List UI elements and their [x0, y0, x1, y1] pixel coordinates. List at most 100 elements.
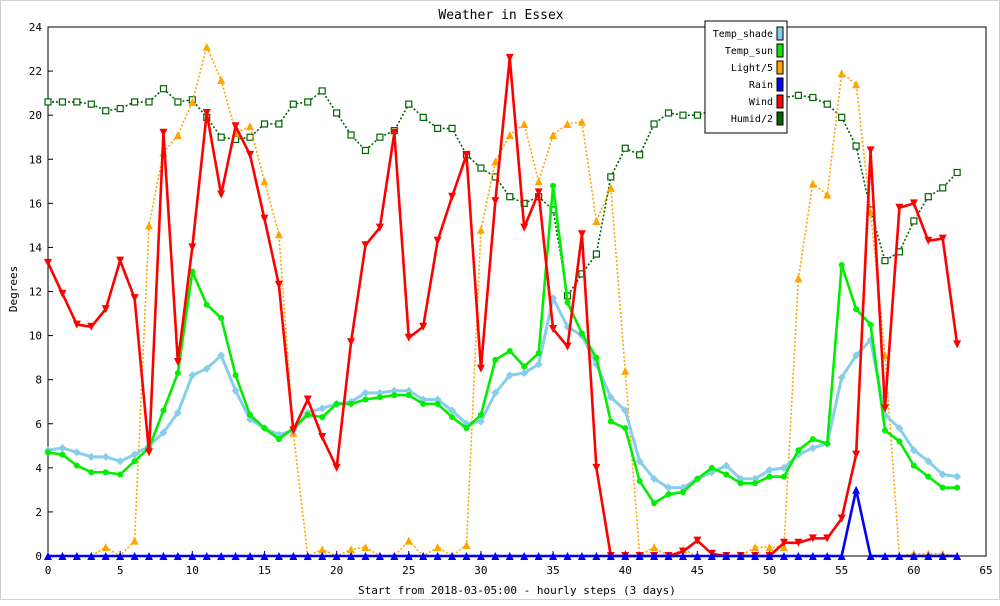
data-point-wind — [924, 236, 933, 245]
series-rain — [44, 485, 962, 560]
data-point-light-5 — [145, 221, 154, 230]
data-point-light-5 — [765, 543, 774, 552]
data-point-wind — [72, 320, 81, 329]
data-point-rain — [549, 552, 558, 560]
legend-swatch — [776, 77, 784, 92]
data-point-temp-shade — [159, 428, 168, 437]
data-point-light-5 — [173, 131, 182, 140]
data-point-rain — [880, 552, 889, 560]
data-point-wind — [375, 223, 384, 232]
data-point-temp-shade — [361, 388, 370, 397]
data-point-humid-2 — [852, 142, 860, 150]
data-point-temp-sun — [593, 354, 600, 361]
data-point-rain — [534, 552, 543, 560]
data-point-humid-2 — [102, 107, 110, 115]
chart-title: Weather in Essex — [438, 8, 563, 23]
data-point-rain — [173, 552, 182, 560]
x-tick-label: 60 — [907, 564, 920, 577]
legend-label: Light/5 — [731, 63, 773, 74]
data-point-light-5 — [823, 190, 832, 199]
data-point-light-5 — [621, 366, 630, 375]
data-point-wind — [779, 538, 788, 547]
data-point-rain — [404, 552, 413, 560]
data-point-temp-sun — [102, 469, 109, 476]
data-point-rain — [217, 552, 226, 560]
data-point-wind — [332, 463, 341, 472]
data-point-rain — [606, 552, 615, 560]
data-point-wind — [173, 358, 182, 367]
data-point-temp-shade — [895, 424, 904, 433]
y-axis-label: Degrees — [7, 266, 20, 312]
data-point-temp-shade — [448, 406, 457, 415]
data-point-wind — [217, 190, 226, 199]
data-point-rain — [924, 552, 933, 560]
data-point-temp-sun — [679, 489, 686, 496]
data-point-rain — [260, 552, 269, 560]
data-point-wind — [476, 364, 485, 373]
data-point-rain — [231, 552, 240, 560]
data-point-wind — [852, 450, 861, 459]
data-point-rain — [520, 552, 529, 560]
data-point-wind — [693, 536, 702, 545]
data-point-temp-sun — [203, 301, 210, 308]
x-tick-label: 30 — [474, 564, 487, 577]
data-point-temp-shade — [534, 360, 543, 369]
data-point-rain — [505, 552, 514, 560]
data-point-light-5 — [101, 543, 110, 552]
data-point-light-5 — [563, 119, 572, 128]
data-point-humid-2 — [174, 98, 182, 106]
data-point-temp-shade — [664, 483, 673, 492]
data-point-rain — [751, 552, 760, 560]
data-point-light-5 — [188, 97, 197, 106]
y-tick-label: 6 — [35, 418, 42, 431]
series-line-temp-shade — [47, 296, 958, 490]
data-point-rain — [188, 552, 197, 560]
data-point-temp-shade — [808, 443, 817, 452]
data-point-wind — [361, 241, 370, 250]
data-point-wind — [880, 404, 889, 413]
data-point-rain — [866, 552, 875, 560]
data-point-temp-shade — [202, 364, 211, 373]
data-point-wind — [260, 214, 269, 223]
data-point-humid-2 — [838, 113, 846, 121]
data-point-rain — [837, 552, 846, 560]
data-point-temp-sun — [578, 330, 585, 337]
legend-swatch — [776, 111, 784, 126]
data-point-temp-sun — [275, 436, 282, 443]
data-point-wind — [303, 395, 312, 404]
data-point-light-5 — [260, 177, 269, 186]
data-point-wind — [274, 280, 283, 289]
data-point-temp-shade — [433, 395, 442, 404]
data-point-wind — [462, 150, 471, 159]
data-point-temp-shade — [231, 386, 240, 395]
data-point-light-5 — [534, 177, 543, 186]
legend-swatch — [776, 94, 784, 109]
data-point-temp-sun — [521, 363, 528, 370]
data-point-temp-shade — [606, 393, 615, 402]
data-point-temp-sun — [708, 464, 715, 471]
data-point-rain — [707, 552, 716, 560]
data-point-humid-2 — [73, 98, 81, 106]
y-tick-label: 4 — [35, 462, 42, 475]
data-point-temp-shade — [520, 369, 529, 378]
data-point-humid-2 — [130, 98, 139, 106]
x-tick-label: 55 — [835, 564, 848, 577]
data-point-rain — [433, 552, 442, 560]
data-point-wind — [794, 538, 803, 547]
data-point-rain — [823, 552, 832, 560]
data-point-rain — [621, 552, 630, 560]
y-tick-label: 0 — [35, 550, 42, 563]
data-point-temp-sun — [651, 500, 658, 507]
data-point-temp-sun — [795, 447, 802, 454]
data-point-temp-sun — [939, 484, 946, 491]
data-point-humid-2 — [924, 193, 932, 201]
data-point-temp-sun — [319, 414, 326, 421]
data-point-light-5 — [404, 536, 413, 545]
data-point-wind — [231, 122, 240, 131]
series-temp-sun — [45, 182, 961, 507]
data-point-humid-2 — [289, 100, 297, 108]
data-point-temp-shade — [87, 452, 96, 461]
data-point-temp-shade — [953, 472, 962, 481]
data-point-rain — [808, 552, 817, 560]
